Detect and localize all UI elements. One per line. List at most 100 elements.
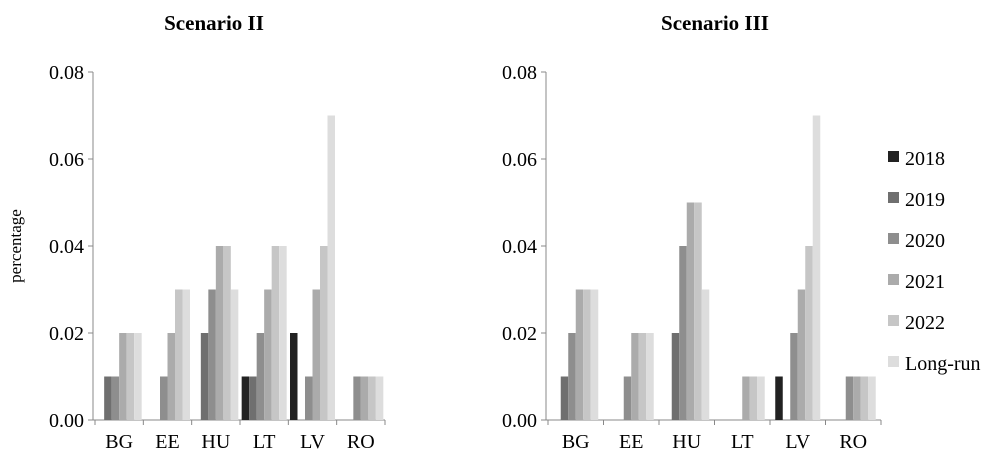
bar-ro-2022: [368, 376, 376, 420]
bar-lt-long-run: [757, 376, 765, 420]
bar-hu-2019: [671, 333, 680, 420]
x-tick-label: LT: [253, 431, 276, 453]
legend-swatch: [888, 192, 899, 203]
bar-lt-2019: [249, 376, 257, 420]
bar-lv-2020: [305, 376, 313, 420]
bar-bg-long-run: [590, 289, 599, 420]
bar-lv-2022: [320, 246, 328, 420]
bar-hu-2021: [686, 202, 695, 420]
x-tick-label: HU: [672, 431, 701, 453]
legend-label: 2018: [905, 148, 945, 170]
bar-bg-2020: [111, 376, 120, 420]
legend-label: 2019: [905, 189, 945, 211]
y-axis-label: percentage: [6, 209, 25, 283]
bar-bg-long-run: [134, 333, 142, 420]
bar-bg-2021: [575, 289, 584, 420]
x-tick-label: HU: [201, 431, 230, 453]
axes: 0.00 0.02 0.04 0.06 0.08 BG EE HU LT LV RO: [502, 62, 882, 453]
chart-scenario-iii: Scenario III 0.00 0.02 0.04 0.06 0.08 BG EE HU L…: [502, 11, 882, 453]
legend-swatch: [888, 274, 899, 285]
y-tick-label: 0.00: [502, 410, 537, 432]
legend-swatch: [888, 356, 899, 367]
chart-title: Scenario III: [661, 11, 769, 35]
y-tick-label: 0.00: [49, 410, 84, 432]
bar-ro-2022: [860, 376, 869, 420]
bar-bg-2021: [119, 333, 127, 420]
x-tick-label: LV: [785, 431, 810, 453]
y-tick-label: 0.04: [502, 236, 537, 258]
x-tick-label: EE: [155, 431, 179, 453]
bar-lt-long-run: [279, 246, 287, 420]
bar-ee-2020: [623, 376, 632, 420]
x-tick-label: EE: [619, 431, 643, 453]
bar-hu-long-run: [230, 289, 239, 420]
bar-ro-long-run: [868, 376, 876, 420]
bar-ee-2020: [160, 376, 168, 420]
bar-ro-2020: [353, 376, 361, 420]
bar-lv-2022: [805, 246, 813, 420]
bar-bg-2019: [104, 376, 112, 420]
bar-lt-2021: [264, 289, 272, 420]
bars: [560, 115, 876, 420]
legend-label: Long-run: [905, 353, 981, 375]
bar-lt-2018: [241, 376, 250, 420]
y-tick-label: 0.08: [502, 62, 537, 84]
x-tick-label: LT: [731, 431, 754, 453]
bar-lv-2021: [312, 289, 320, 420]
bar-hu-2019: [200, 333, 209, 420]
legend-swatch: [888, 315, 899, 326]
y-tick-label: 0.08: [49, 62, 84, 84]
bar-lv-2018: [775, 376, 783, 420]
bar-hu-2022: [694, 202, 702, 420]
y-tick-label: 0.04: [49, 236, 84, 258]
x-tick-label: LV: [300, 431, 325, 453]
axes: 0.00 0.02 0.04 0.06 0.08 BG EE HU LT LV RO: [49, 62, 386, 453]
bar-ro-2021: [360, 376, 369, 420]
bar-lv-long-run: [327, 115, 335, 420]
x-tick-label: BG: [562, 431, 590, 453]
bar-lt-2022: [271, 246, 280, 420]
legend-label: 2022: [905, 312, 945, 334]
bar-ro-2021: [853, 376, 861, 420]
bar-bg-2020: [568, 333, 576, 420]
bar-lt-2022: [749, 376, 758, 420]
legend-swatch: [888, 233, 899, 244]
bar-bg-2022: [126, 333, 135, 420]
bar-ee-2021: [631, 333, 639, 420]
x-tick-label: RO: [347, 431, 375, 453]
bar-ee-2022: [638, 333, 647, 420]
x-tick-label: RO: [839, 431, 867, 453]
bars: [104, 115, 384, 420]
y-tick-label: 0.02: [502, 323, 537, 345]
legend: 2018 2019 2020 2021 2022 Long-run: [888, 148, 981, 375]
bar-lv-2021: [797, 289, 806, 420]
bar-ro-2020: [845, 376, 854, 420]
bar-lv-2020: [790, 333, 798, 420]
bar-lt-2021: [742, 376, 750, 420]
chart-title: Scenario II: [164, 11, 264, 35]
bar-hu-long-run: [701, 289, 710, 420]
bar-ee-long-run: [182, 289, 190, 420]
x-tick-label: BG: [105, 431, 133, 453]
bar-lv-long-run: [812, 115, 821, 420]
bar-hu-2020: [208, 289, 216, 420]
bar-hu-2021: [215, 246, 224, 420]
bar-ee-long-run: [646, 333, 654, 420]
legend-label: 2021: [905, 271, 945, 293]
bar-hu-2020: [679, 246, 687, 420]
legend-swatch: [888, 151, 899, 162]
y-tick-label: 0.06: [49, 149, 84, 171]
legend-label: 2020: [905, 230, 945, 252]
bar-bg-2022: [583, 289, 591, 420]
bar-bg-2019: [560, 376, 569, 420]
y-tick-label: 0.02: [49, 323, 84, 345]
chart-scenario-ii: Scenario II percentage 0.000.020.040.060…: [6, 11, 386, 453]
bar-lv-2018: [290, 333, 298, 420]
bar-ro-long-run: [375, 376, 384, 420]
bar-lt-2020: [256, 333, 265, 420]
bar-ee-2021: [167, 333, 175, 420]
y-tick-label: 0.06: [502, 149, 537, 171]
bar-ee-2022: [175, 289, 183, 420]
bar-hu-2022: [223, 246, 231, 420]
